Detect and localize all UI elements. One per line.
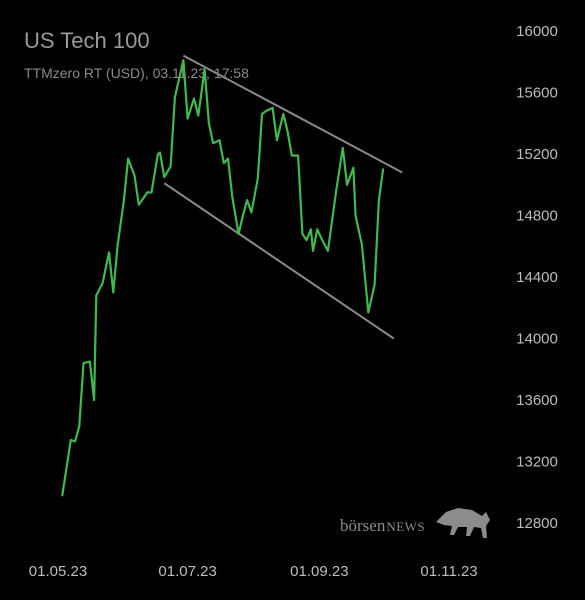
- svg-text:börsenNEWS: börsenNEWS: [340, 516, 425, 535]
- x-tick-label: 01.11.23: [420, 563, 477, 580]
- y-tick-label: 13600: [516, 392, 558, 409]
- y-tick-label: 14800: [516, 208, 558, 225]
- y-tick-label: 12800: [516, 515, 558, 532]
- watermark-text-a: börsen: [340, 516, 386, 535]
- watermark-text-b: NEWS: [386, 519, 425, 534]
- y-tick-label: 13200: [516, 454, 558, 471]
- y-axis: 12800 13200 13600 14000 14400 14800 15200 15600…: [516, 23, 558, 532]
- x-tick-label: 01.07.23: [158, 563, 216, 580]
- price-line: [61, 59, 385, 497]
- chart-title: US Tech 100: [24, 28, 150, 53]
- series-layer: [61, 59, 385, 497]
- x-axis: 01.05.23 01.07.23 01.09.23 01.11.23: [29, 563, 478, 580]
- y-tick-label: 14400: [516, 269, 558, 286]
- x-tick-label: 01.05.23: [29, 563, 87, 580]
- y-tick-label: 16000: [516, 23, 558, 40]
- y-tick-label: 14000: [516, 331, 558, 348]
- bull-icon: [436, 508, 490, 538]
- trend-channel: [163, 54, 403, 340]
- y-tick-label: 15200: [516, 146, 558, 163]
- chart-subtitle: TTMzero RT (USD), 03.11.23, 17:58: [24, 65, 249, 81]
- x-tick-label: 01.09.23: [290, 563, 348, 580]
- channel-upper-line: [182, 54, 403, 174]
- watermark-logo: börsenNEWS: [340, 508, 490, 538]
- channel-lower-line: [163, 182, 395, 340]
- y-tick-label: 15600: [516, 85, 558, 102]
